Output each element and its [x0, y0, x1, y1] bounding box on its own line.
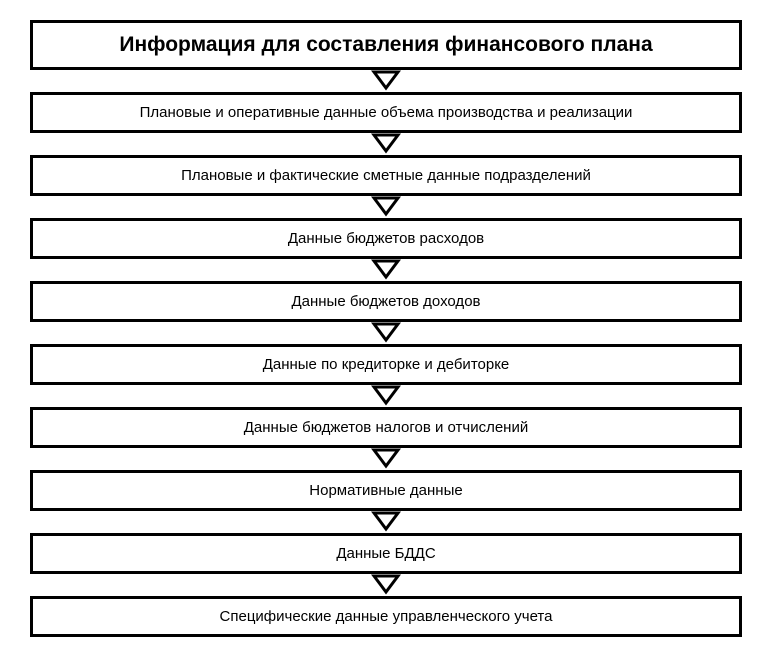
arrow-icon — [30, 385, 742, 407]
flowchart-item-box: Данные бюджетов налогов и отчислений — [30, 407, 742, 448]
arrow-icon — [30, 133, 742, 155]
flowchart-item-label: Данные бюджетов расходов — [288, 230, 484, 247]
flowchart-item-box: Плановые и оперативные данные объема про… — [30, 92, 742, 133]
flowchart-title: Информация для составления финансового п… — [119, 33, 652, 57]
arrow-icon — [30, 70, 742, 92]
arrow-icon — [30, 511, 742, 533]
flowchart-item-label: Специфические данные управленческого уче… — [220, 608, 553, 625]
arrow-icon — [30, 574, 742, 596]
flowchart-container: Информация для составления финансового п… — [30, 20, 742, 637]
flowchart-item-box: Данные бюджетов расходов — [30, 218, 742, 259]
flowchart-item-box: Данные БДДС — [30, 533, 742, 574]
flowchart-item-box: Данные по кредиторке и дебиторке — [30, 344, 742, 385]
flowchart-item-label: Данные бюджетов налогов и отчислений — [244, 419, 528, 436]
flowchart-item-box: Специфические данные управленческого уче… — [30, 596, 742, 637]
flowchart-item-label: Данные бюджетов доходов — [291, 293, 480, 310]
arrow-icon — [30, 448, 742, 470]
flowchart-item-box: Нормативные данные — [30, 470, 742, 511]
arrow-icon — [30, 322, 742, 344]
arrow-icon — [30, 196, 742, 218]
flowchart-item-label: Плановые и оперативные данные объема про… — [140, 104, 633, 121]
flowchart-item-box: Плановые и фактические сметные данные по… — [30, 155, 742, 196]
flowchart-item-label: Плановые и фактические сметные данные по… — [181, 167, 591, 184]
flowchart-item-label: Нормативные данные — [309, 482, 462, 499]
flowchart-item-label: Данные по кредиторке и дебиторке — [263, 356, 510, 373]
flowchart-title-box: Информация для составления финансового п… — [30, 20, 742, 70]
arrow-icon — [30, 259, 742, 281]
flowchart-item-box: Данные бюджетов доходов — [30, 281, 742, 322]
flowchart-item-label: Данные БДДС — [336, 545, 435, 562]
